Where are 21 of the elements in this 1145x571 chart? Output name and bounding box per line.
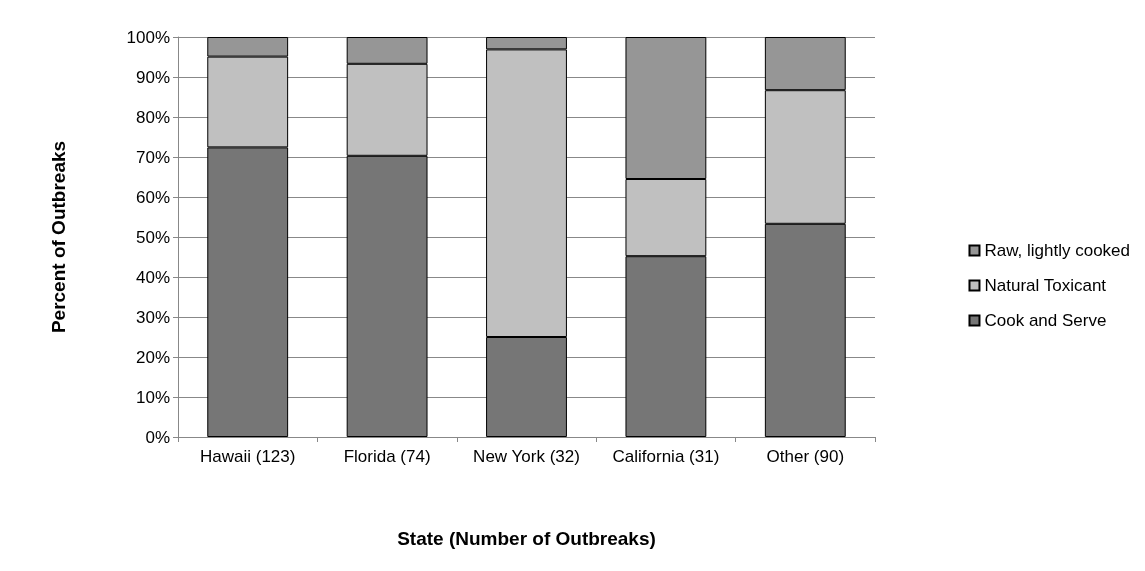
y-tick-label: 30%	[135, 307, 170, 327]
y-tick-label: 20%	[135, 347, 170, 367]
y-tick-label: 40%	[135, 267, 170, 287]
legend-label: Raw, lightly cooked	[984, 241, 1131, 260]
y-tick-label: 10%	[135, 387, 170, 407]
x-tick-label: New York (32)	[473, 446, 580, 466]
legend-label: Cook and Serve	[984, 311, 1107, 330]
y-tick-label: 100%	[126, 27, 170, 47]
x-tick-label: Florida (74)	[343, 446, 431, 466]
y-axis-title: Percent of Outbreaks	[48, 140, 69, 334]
x-tick-label: California (31)	[612, 446, 720, 466]
x-axis-title: State (Number of Outbreaks)	[397, 528, 656, 549]
y-tick-label: 90%	[135, 67, 170, 87]
x-tick-label: Other (90)	[766, 446, 845, 466]
y-tick-label: 70%	[135, 147, 170, 167]
y-tick-label: 80%	[135, 107, 170, 127]
y-tick-label: 0%	[145, 427, 170, 447]
y-tick-label: 50%	[135, 227, 170, 247]
y-tick-label: 60%	[135, 187, 170, 207]
x-tick-label: Hawaii (123)	[199, 446, 296, 466]
legend-label: Natural Toxicant	[984, 276, 1107, 295]
